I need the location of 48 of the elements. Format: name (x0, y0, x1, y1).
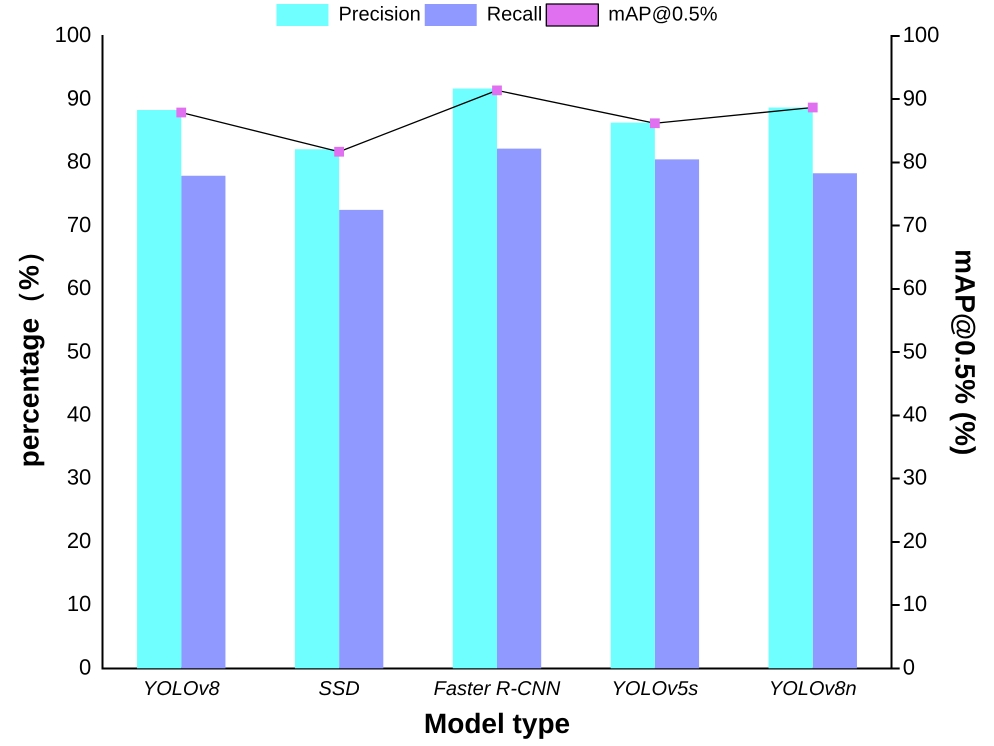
y-tick-label: 70 (66, 212, 92, 237)
bar (812, 173, 857, 668)
bar (497, 148, 542, 668)
x-tick-label: YOLOv8n (768, 678, 857, 700)
y-tick-label: 10 (66, 591, 92, 616)
y2-axis-title: mAP@0.5% (%) (949, 249, 980, 456)
bar (610, 122, 655, 668)
y-tick-label: 50 (66, 338, 92, 364)
point (176, 108, 186, 118)
legend-label: Precision (338, 4, 421, 26)
point (808, 102, 818, 112)
bar (137, 110, 182, 668)
bar (654, 159, 700, 668)
y-tick-label: 30 (66, 464, 92, 490)
bar (294, 149, 340, 668)
y2-tick-label: 80 (902, 148, 928, 174)
x-tick-label: YOLOv8 (142, 678, 220, 700)
y2-tick-label: 100 (902, 22, 940, 48)
point (492, 85, 502, 96)
y2-tick-label: 20 (902, 528, 928, 553)
y-tick-label: 90 (66, 85, 92, 110)
y-tick-label: 0 (79, 654, 92, 680)
y-tick-label: 20 (66, 528, 92, 553)
point (334, 146, 344, 157)
y2-tick-label: 90 (902, 85, 928, 110)
bar (768, 107, 813, 668)
y2-tick-label: 10 (902, 591, 928, 616)
legend-label: mAP@0.5% (608, 4, 718, 26)
y2-tick-label: 0 (902, 654, 915, 680)
y-tick-label: 80 (66, 148, 92, 174)
legend-label: Recall (486, 4, 542, 26)
y2-tick-label: 30 (902, 464, 928, 490)
y2-tick-label: 60 (902, 275, 928, 300)
x-tick-label: YOLOv5s (612, 678, 698, 700)
point (650, 118, 660, 128)
y2-tick-label: 70 (902, 212, 928, 237)
y-tick-label: 100 (54, 22, 92, 48)
y2-tick-label: 40 (902, 402, 928, 427)
y-tick-label: 60 (66, 275, 92, 300)
bar (452, 88, 497, 668)
y-tick-label: 40 (66, 402, 92, 427)
x-tick-label: Faster R-CNN (434, 678, 561, 700)
x-tick-label: SSD (318, 678, 360, 700)
x-axis-title: Model type (424, 708, 570, 739)
bar (181, 176, 226, 668)
y2-tick-label: 50 (902, 338, 928, 364)
y-axis-title: percentage（%） (14, 237, 45, 468)
bar (339, 210, 384, 668)
